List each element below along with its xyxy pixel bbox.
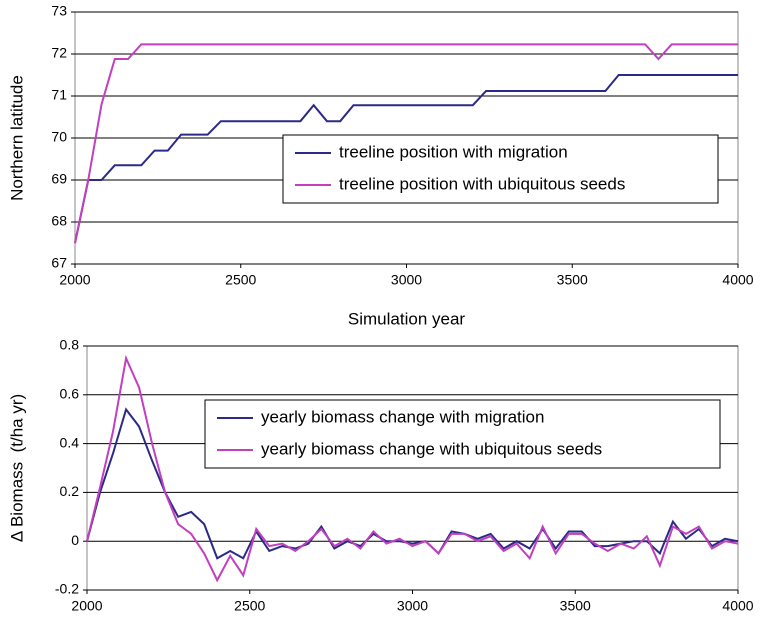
x-axis-title: Simulation year [348,309,466,328]
y-tick-label: 0.2 [60,483,80,499]
x-tick-label: 2000 [71,598,102,614]
y-tick-label: -0.2 [55,581,79,597]
y-tick-label: 70 [51,129,67,145]
y-tick-label: 73 [51,3,67,19]
data-line [74,74,738,244]
y-tick-label: 72 [51,45,67,61]
legend-label: yearly biomass change with migration [261,407,544,426]
y-tick-label: 0.8 [60,337,80,353]
x-tick-label: 3500 [560,598,591,614]
y-axis-title: Δ Biomass (t/ha yr) [7,394,26,542]
legend-box [204,399,721,469]
y-tick-label: 0 [71,532,79,548]
x-tick-label: 2500 [234,598,265,614]
data-line [74,43,738,244]
x-tick-label: 3000 [391,272,422,288]
x-tick-label: 2500 [225,272,256,288]
x-tick-label: 3000 [397,598,428,614]
y-tick-label: 69 [51,171,67,187]
legend-label: treeline position with migration [339,142,568,161]
y-tick-label: 0.4 [60,434,80,450]
x-tick-label: 4000 [722,598,753,614]
y-tick-label: 68 [51,213,67,229]
legend-label: treeline position with ubiquitous seeds [339,174,625,193]
x-tick-label: 4000 [722,272,753,288]
y-tick-label: 71 [51,87,67,103]
y-tick-label: 0.6 [60,386,80,402]
y-axis-title: Northern latitude [7,75,26,201]
data-line [86,407,739,560]
legend-label: yearly biomass change with ubiquitous se… [261,439,602,458]
x-tick-label: 2000 [59,272,90,288]
data-line [86,354,739,583]
y-tick-label: 67 [51,255,67,271]
x-tick-label: 3500 [557,272,588,288]
legend-box [282,134,719,204]
